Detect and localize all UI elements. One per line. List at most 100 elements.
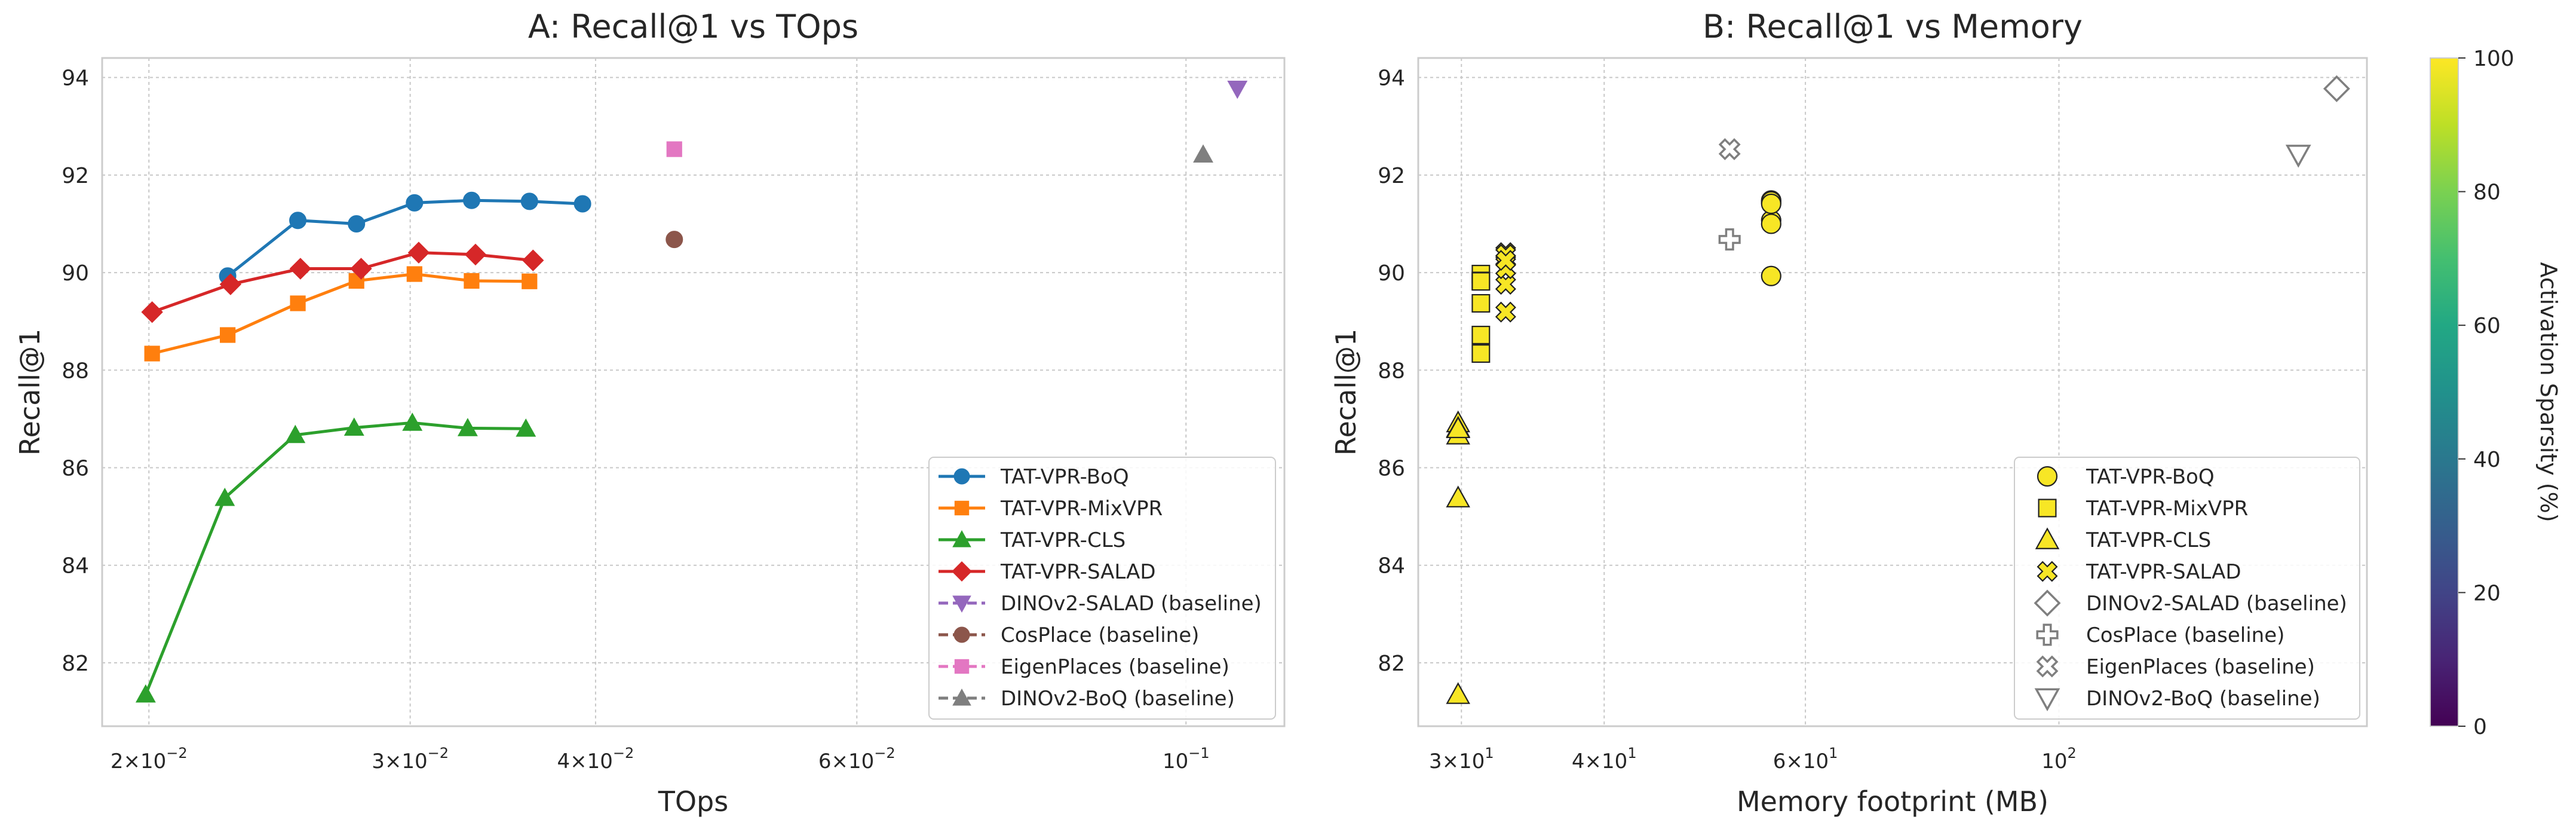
data-point (520, 192, 538, 210)
y-tick-label: 86 (62, 456, 89, 481)
legend-item-tat-vpr-mixvpr: TAT-VPR-MixVPR (2038, 497, 2248, 521)
legend-item-dinov2-boq-baseline: DINOv2-BoQ (baseline) (2034, 687, 2320, 712)
legend-marker (2037, 561, 2058, 582)
legend-item-eigenplaces-baseline: EigenPlaces (baseline) (939, 655, 1229, 679)
data-point (464, 273, 480, 289)
colorbar-ticks: 0 20 40 60 80 100 (2458, 47, 2514, 739)
data-point (144, 345, 160, 362)
legend-marker (954, 659, 970, 674)
y-tick-label: 90 (62, 261, 89, 286)
colorbar-tick-label: 20 (2473, 581, 2501, 605)
y-tick-label: 84 (62, 554, 89, 579)
legend-label: DINOv2-BoQ (baseline) (1001, 687, 1235, 711)
panel-b-title: B: Recall@1 vs Memory (1703, 8, 2083, 45)
data-point (344, 417, 364, 436)
legend-item-tat-vpr-cls: TAT-VPR-CLS (2035, 527, 2211, 552)
data-point (1471, 326, 1491, 345)
colorbar: 0 20 40 60 80 100 Activation Sparsity (%) (2430, 47, 2562, 739)
x-tick-label: 2×10−2 (111, 745, 188, 773)
colorbar-tick-label: 100 (2473, 47, 2514, 71)
data-point (1193, 144, 1213, 163)
y-tick-label: 92 (1378, 164, 1405, 188)
data-point (285, 424, 306, 444)
legend-marker (952, 689, 971, 706)
legend-marker (2036, 623, 2059, 646)
series-tat-vpr-mixvpr (1471, 265, 1491, 363)
panel-b-frame (1417, 57, 2368, 727)
series-dinov2-salad-baseline (2323, 75, 2350, 102)
legend-marker (2035, 527, 2060, 549)
series-tat-vpr-salad (1495, 242, 1516, 323)
legend-label: DINOv2-BoQ (baseline) (2086, 687, 2320, 711)
legend-label: TAT-VPR-CLS (1000, 528, 1126, 552)
legend-item-tat-vpr-salad: TAT-VPR-SALAD (939, 560, 1156, 584)
legend-item-tat-vpr-boq: TAT-VPR-BoQ (939, 465, 1129, 489)
panel-a-legend: TAT-VPR-BoQ TAT-VPR-MixVPR TAT-VPR-CLS TAT-… (928, 457, 1276, 720)
legend-label: TAT-VPR-SALAD (2086, 560, 2241, 584)
legend-label: CosPlace (baseline) (2086, 623, 2284, 647)
data-point (516, 418, 536, 437)
panel-b-xlabel: Memory footprint (MB) (1737, 785, 2048, 818)
y-tick-label: 88 (62, 359, 89, 383)
data-point (135, 684, 156, 703)
data-point (348, 215, 366, 233)
legend-label: CosPlace (baseline) (1001, 623, 1199, 647)
panel-a: 82 84 86 88 90 92 94 2×10−2 3×10−2 4×10−2 6×10−2 10… (14, 8, 1286, 818)
colorbar-label: Activation Sparsity (%) (2535, 262, 2562, 522)
data-point (402, 412, 423, 431)
data-point (1471, 272, 1491, 291)
legend-label: TAT-VPR-BoQ (1000, 465, 1129, 489)
data-point (1495, 301, 1516, 323)
data-point (574, 195, 591, 213)
data-point (1718, 228, 1741, 251)
series-tat-vpr-boq (219, 191, 591, 285)
data-point (464, 243, 487, 266)
data-point (522, 249, 544, 271)
legend-marker (2036, 655, 2059, 678)
series-tat-vpr-cls (135, 412, 536, 703)
legend-marker (953, 468, 970, 485)
data-point (220, 327, 236, 343)
x-tick-label: 4×10−2 (557, 745, 634, 773)
x-tick-label: 6×101 (1773, 745, 1838, 773)
legend-marker (2034, 589, 2061, 617)
series-tat-vpr-boq (1761, 190, 1781, 286)
legend-marker (2038, 498, 2057, 518)
data-point (1446, 416, 1470, 439)
legend-label: DINOv2-SALAD (baseline) (1001, 592, 1262, 616)
series-cosplace-baseline (666, 231, 683, 249)
colorbar-tick-label: 40 (2473, 448, 2501, 472)
panel-b-data (1446, 75, 2350, 704)
x-tick-label: 6×10−2 (818, 745, 896, 773)
legend-label: EigenPlaces (baseline) (2086, 655, 2315, 679)
panel-a-ylabel: Recall@1 (14, 329, 46, 456)
legend-label: TAT-VPR-MixVPR (2086, 497, 2248, 521)
x-tick-label: 4×101 (1572, 745, 1637, 773)
data-point (406, 266, 422, 282)
series-eigenplaces-baseline (666, 141, 682, 157)
legend-frame (2014, 457, 2360, 720)
colorbar-tick-label: 80 (2473, 181, 2501, 205)
data-point (289, 258, 312, 280)
data-point (666, 231, 683, 249)
legend-marker (952, 530, 971, 548)
x-tick-label: 3×10−2 (372, 745, 449, 773)
panel-a-frame (101, 57, 1286, 727)
series-tat-vpr-salad (141, 241, 544, 323)
data-point (522, 273, 538, 289)
legend-item-tat-vpr-boq: TAT-VPR-BoQ (2037, 465, 2215, 489)
legend-item-dinov2-salad-baseline: DINOv2-SALAD (baseline) (2034, 589, 2347, 617)
legend-marker (952, 561, 972, 582)
legend-label: DINOv2-SALAD (baseline) (2086, 592, 2347, 616)
legend-label: EigenPlaces (baseline) (1001, 655, 1229, 679)
legend-item-cosplace-baseline: CosPlace (baseline) (2036, 623, 2284, 647)
data-point (219, 273, 242, 295)
data-point (1761, 265, 1781, 286)
series-dinov2-boq-baseline (1193, 144, 1213, 163)
legend-marker (2034, 688, 2060, 712)
y-tick-label: 86 (1378, 456, 1405, 481)
series-tat-vpr-mixvpr (144, 266, 538, 362)
data-point (407, 241, 430, 264)
legend-label: TAT-VPR-CLS (2086, 528, 2211, 552)
legend-item-eigenplaces-baseline: EigenPlaces (baseline) (2036, 655, 2315, 679)
